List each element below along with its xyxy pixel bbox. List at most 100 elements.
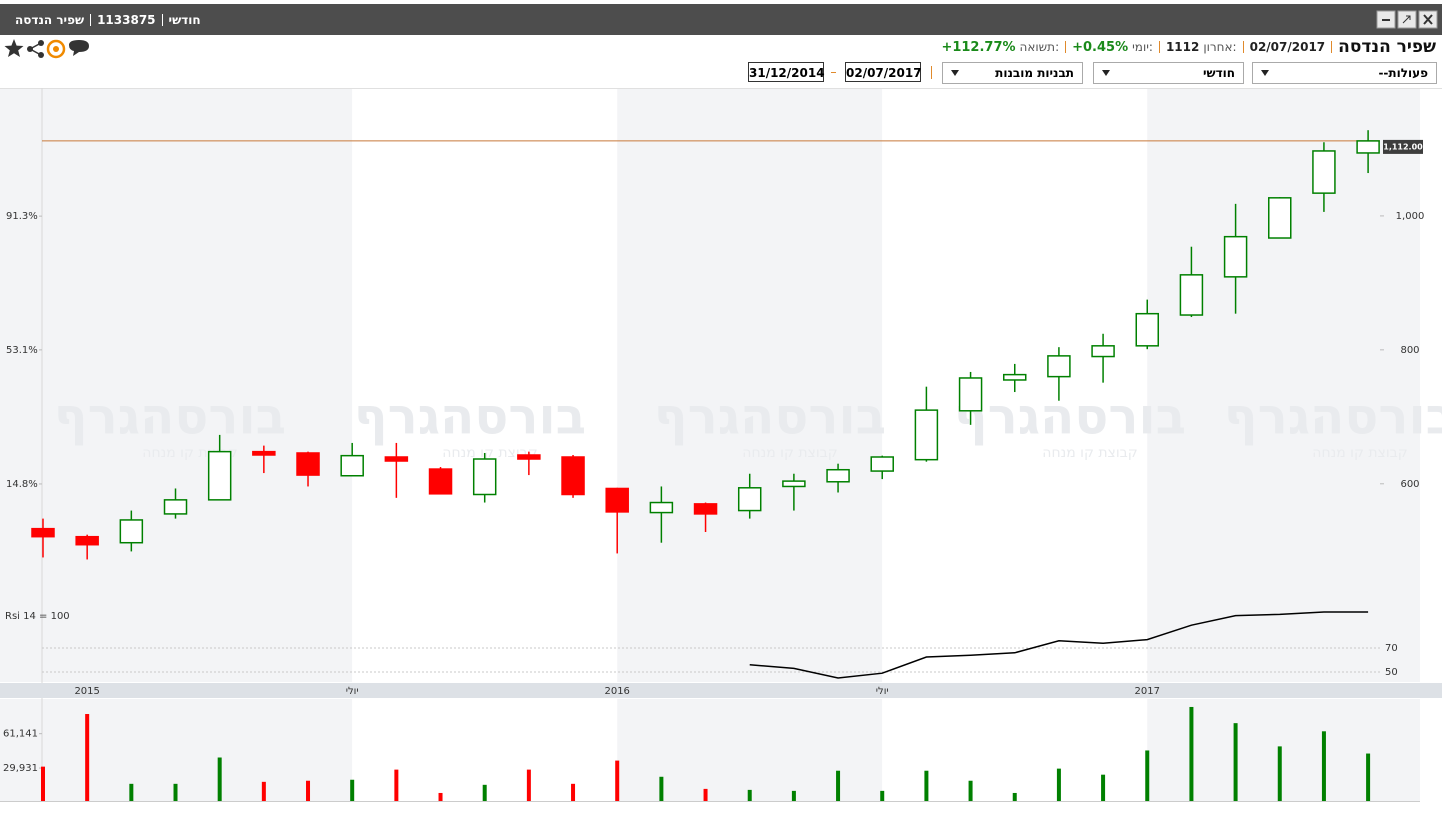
volume-bar (836, 770, 841, 801)
watermark-title: בורסהגרף (954, 388, 1186, 446)
volume-bar (85, 714, 90, 801)
y-tick-label: 800 (1400, 345, 1419, 356)
date-dash (831, 72, 836, 73)
watermark-title: בורסהגרף (654, 388, 886, 446)
date-to-input[interactable]: 02/07/2017 (845, 62, 922, 82)
candle-body (737, 487, 762, 512)
volume-bar (880, 790, 885, 801)
volume-bar (350, 779, 355, 801)
patterns-select[interactable]: תבניות מובנות (942, 62, 1083, 84)
volume-tick-label: 61,141 (3, 729, 38, 740)
close-icon (1423, 14, 1433, 25)
separator (1065, 41, 1067, 53)
period-select[interactable]: חודשי (1093, 62, 1244, 84)
target-icon[interactable] (46, 39, 66, 59)
y2-tick-label: 14.8% (6, 479, 38, 490)
title-part: 1133875 (97, 12, 156, 27)
volume-bar (482, 784, 487, 801)
last-price-label: 1,112.00 (1383, 142, 1423, 151)
watermark-subtitle: קבוצת קו מנחה (1312, 445, 1407, 461)
x-tick-label: 2015 (74, 686, 99, 697)
candle-body (1356, 140, 1380, 154)
window-title-bar: שפיר הנדסה 1133875 חודשי (0, 4, 1442, 35)
rsi-line (749, 611, 1369, 679)
volume-bar (1321, 731, 1326, 801)
candle-body (75, 535, 99, 546)
x-tick-label: יולי (346, 686, 359, 697)
x-tick-label: יולי (876, 686, 889, 697)
last-value: 1112 (1165, 40, 1200, 54)
select-text: תבניות מובנות (995, 66, 1074, 80)
candle-body (428, 468, 453, 495)
volume-bar (1101, 774, 1106, 801)
window-title: שפיר הנדסה 1133875 חודשי (15, 4, 201, 35)
candle-body (649, 501, 674, 514)
candle-body (561, 456, 585, 496)
time-band (352, 88, 618, 682)
candle-body (826, 468, 850, 483)
volume-bar (571, 783, 576, 801)
candle-body (384, 456, 409, 462)
volume-bar (438, 792, 443, 801)
return-label: תשואה: (1019, 40, 1060, 54)
candle-body (870, 456, 894, 472)
candle-body (1268, 197, 1292, 239)
dropdown-arrow (1102, 70, 1110, 76)
title-part: שפיר הנדסה (15, 12, 85, 27)
candle-body (1135, 312, 1159, 347)
volume-tick-label: 29,931 (3, 763, 38, 774)
volume-bar (526, 769, 531, 801)
separator (931, 66, 932, 79)
volume-bar (1145, 750, 1150, 801)
y-tick-label: 1,000 (1396, 211, 1425, 222)
quote-date: 02/07/2017 (1249, 40, 1326, 54)
date-from-input[interactable]: 31/12/2014 (748, 62, 825, 82)
volume-bar (1056, 768, 1061, 801)
volume-bar (1277, 746, 1282, 801)
volume-bar (924, 770, 929, 801)
candle-body (1002, 373, 1027, 381)
volume-bar (1189, 706, 1194, 801)
star-icon[interactable] (4, 39, 24, 57)
separator (1158, 41, 1160, 53)
volume-bar (173, 783, 178, 801)
separator (90, 13, 92, 26)
volume-bar (615, 760, 620, 801)
candle-body (472, 458, 497, 496)
comment-icon[interactable] (69, 40, 89, 56)
separator (1331, 41, 1333, 53)
candle-body (1091, 345, 1115, 358)
volume-bar (1366, 753, 1371, 801)
volume-bar (659, 776, 664, 801)
watermark-subtitle: קבוצת קו מנחה (742, 445, 837, 461)
volume-bar (747, 789, 752, 801)
actions-select[interactable]: --פעולות (1252, 62, 1437, 84)
volume-bar (703, 788, 708, 801)
title-part: חודשי (168, 12, 201, 27)
select-text: --פעולות (1378, 66, 1428, 80)
separator (161, 13, 163, 26)
candle-body (517, 454, 541, 460)
rsi-label: Rsi 14 = 100 (5, 611, 70, 622)
volume-bar (41, 766, 45, 801)
volume-bar (261, 781, 266, 801)
candle-body (958, 377, 983, 412)
volume-bar (306, 780, 311, 801)
popout-icon (1402, 15, 1411, 24)
share-icon[interactable] (27, 40, 44, 58)
time-band (617, 699, 883, 801)
watermark-subtitle: קבוצת קו מנחה (1042, 445, 1137, 461)
candle-body (782, 480, 806, 488)
candle-body (914, 409, 939, 461)
candle-body (296, 452, 320, 476)
watermark-title: בורסהגרף (54, 388, 286, 446)
x-axis-band (0, 683, 1442, 698)
x-tick-label: 2017 (1135, 686, 1160, 697)
last-price-tag (1383, 139, 1423, 154)
candle-body (31, 527, 55, 538)
rsi-tick-label: 70 (1385, 643, 1398, 654)
candle-body (605, 487, 629, 513)
candle-body (1312, 150, 1336, 194)
time-band (882, 699, 1148, 801)
